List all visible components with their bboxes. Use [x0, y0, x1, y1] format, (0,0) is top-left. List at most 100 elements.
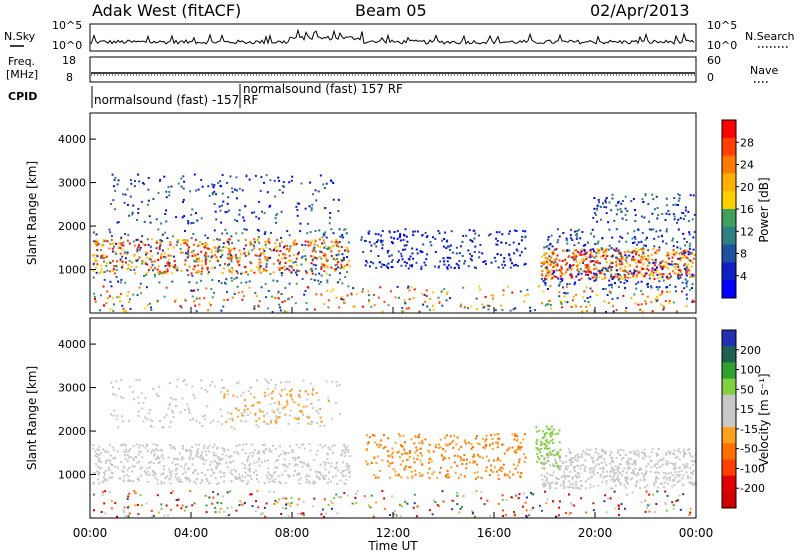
- echo-point: [639, 308, 642, 311]
- echo-point: [219, 408, 222, 411]
- echo-point: [411, 476, 414, 479]
- echo-point: [421, 463, 424, 466]
- colorbar-tick-label: 8: [740, 248, 747, 261]
- echo-point: [632, 470, 635, 473]
- echo-point: [216, 493, 219, 496]
- echo-point: [249, 392, 252, 395]
- echo-point: [158, 270, 161, 273]
- echo-point: [191, 289, 194, 292]
- echo-point: [155, 392, 158, 395]
- echo-point: [231, 296, 234, 299]
- echo-point: [338, 267, 341, 270]
- echo-point: [386, 251, 389, 254]
- echo-point: [512, 308, 515, 311]
- echo-point: [390, 290, 392, 293]
- echo-point: [252, 404, 255, 406]
- echo-point: [323, 246, 326, 249]
- echo-point: [365, 448, 368, 451]
- echo-point: [578, 262, 581, 264]
- echo-point: [583, 467, 586, 470]
- echo-point: [595, 463, 598, 466]
- echo-point: [551, 450, 554, 453]
- echo-point: [252, 244, 255, 247]
- echo-point: [581, 310, 584, 313]
- echo-point: [147, 449, 149, 452]
- echo-point: [322, 183, 325, 186]
- echo-point: [624, 479, 627, 482]
- echo-point: [120, 278, 123, 281]
- echo-point: [250, 270, 253, 273]
- echo-point: [684, 244, 687, 247]
- echo-point: [122, 307, 125, 310]
- echo-point: [120, 236, 123, 239]
- echo-point: [523, 460, 526, 463]
- echo-point: [689, 275, 692, 278]
- echo-point: [151, 255, 154, 257]
- echo-point: [204, 388, 207, 391]
- echo-point: [414, 469, 417, 472]
- echo-point: [150, 309, 153, 311]
- echo-point: [238, 213, 241, 216]
- echo-point: [578, 487, 581, 490]
- echo-point: [399, 515, 402, 518]
- echo-point: [683, 451, 686, 453]
- echo-point: [638, 469, 641, 472]
- echo-point: [220, 282, 223, 284]
- echo-point: [111, 250, 114, 253]
- echo-point: [206, 446, 209, 449]
- echo-point: [283, 257, 286, 260]
- echo-point: [203, 297, 206, 300]
- echo-point: [136, 250, 139, 253]
- echo-point: [175, 385, 178, 388]
- echo-point: [453, 434, 456, 437]
- echo-point: [100, 256, 102, 259]
- echo-point: [296, 464, 299, 467]
- echo-point: [133, 458, 136, 461]
- echo-point: [263, 249, 266, 252]
- echo-point: [124, 193, 127, 196]
- echo-point: [341, 234, 344, 236]
- echo-point: [571, 477, 574, 480]
- echo-point: [651, 448, 654, 451]
- echo-point: [148, 215, 151, 218]
- echo-point: [653, 484, 656, 487]
- echo-point: [160, 482, 163, 485]
- echo-point: [640, 241, 643, 244]
- echo-point: [120, 395, 123, 398]
- echo-point: [670, 275, 673, 278]
- echo-point: [640, 280, 643, 283]
- echo-point: [441, 304, 444, 307]
- echo-point: [566, 262, 569, 265]
- echo-point: [163, 295, 166, 298]
- echo-point: [114, 272, 116, 275]
- echo-point: [446, 292, 448, 295]
- echo-point: [288, 249, 291, 252]
- echo-point: [611, 266, 614, 268]
- echo-point: [304, 240, 307, 243]
- echo-point: [247, 390, 250, 393]
- echo-point: [191, 446, 194, 448]
- echo-point: [625, 481, 628, 484]
- echo-point: [535, 441, 538, 444]
- echo-point: [143, 275, 145, 277]
- echo-point: [244, 244, 247, 247]
- echo-point: [570, 503, 573, 506]
- echo-point: [463, 439, 466, 442]
- echo-point: [301, 243, 304, 246]
- echo-point: [94, 242, 97, 245]
- echo-point: [330, 228, 333, 231]
- echo-point: [428, 443, 431, 446]
- echo-point: [559, 465, 562, 468]
- echo-point: [338, 272, 341, 275]
- echo-point: [571, 486, 574, 489]
- echo-point: [348, 265, 351, 268]
- echo-point: [678, 467, 681, 470]
- echo-point: [576, 459, 579, 462]
- echo-point: [610, 286, 613, 289]
- echo-point: [546, 453, 549, 456]
- echo-point: [310, 382, 313, 385]
- echo-point: [226, 239, 229, 242]
- echo-point: [151, 449, 154, 452]
- echo-point: [296, 503, 299, 506]
- echo-point: [344, 483, 347, 485]
